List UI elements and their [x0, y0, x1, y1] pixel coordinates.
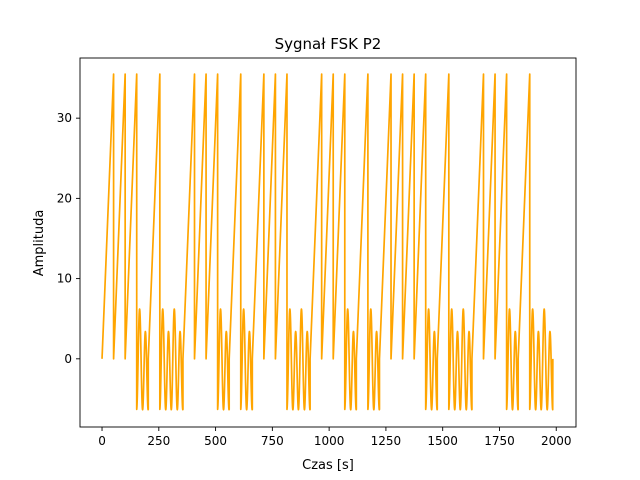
- y-tick-label: 30: [57, 111, 72, 125]
- x-tick-label: 1500: [427, 434, 458, 448]
- x-tick-label: 1750: [484, 434, 515, 448]
- y-tick-label: 0: [64, 352, 72, 366]
- y-tick-label: 20: [57, 191, 72, 205]
- x-tick-label: 250: [147, 434, 170, 448]
- x-tick-label: 750: [261, 434, 284, 448]
- x-axis: 0 250 500 750 1000 1250 1500 1750 2000: [98, 427, 572, 448]
- x-tick-label: 2000: [541, 434, 572, 448]
- y-axis-label: Amplituda: [32, 210, 47, 277]
- x-tick-label: 1000: [314, 434, 345, 448]
- plot-frame: [79, 57, 577, 428]
- x-tick-label: 0: [98, 434, 106, 448]
- x-axis-label: Czas [s]: [302, 458, 354, 473]
- series-line: [101, 73, 554, 411]
- x-tick-label: 500: [204, 434, 227, 448]
- x-tick-label: 1250: [371, 434, 402, 448]
- y-tick-label: 10: [57, 272, 72, 286]
- chart-title: Sygnał FSK P2: [275, 35, 382, 53]
- y-axis: 0 10 20 30: [57, 111, 80, 366]
